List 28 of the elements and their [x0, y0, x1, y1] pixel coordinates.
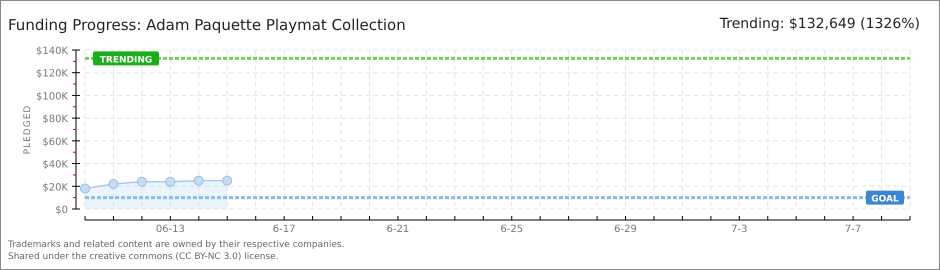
chart-subtitle: Trending: $132,649 (1326%) — [718, 16, 920, 32]
y-tick-label: $20K — [42, 182, 68, 194]
text: Shared under the creative commons (CC BY-NC 3.0) license. — [8, 252, 279, 262]
ref-line-label: GOAL — [871, 194, 900, 205]
ref-line-label: TRENDING — [100, 55, 152, 66]
x-tick-label: 7-3 — [731, 224, 748, 235]
y-tick-label: $80K — [42, 114, 68, 126]
y-tick-label: $40K — [42, 160, 68, 171]
y-axis-title: PLEDGED — [23, 104, 33, 154]
x-tick-label: 6-17 — [272, 224, 296, 235]
y-tick-label: $140K — [36, 46, 68, 57]
y-tick-label: $60K — [42, 136, 68, 148]
point — [108, 179, 118, 190]
text: Trademarks and related content are owned by their respective companies. — [7, 240, 344, 250]
point — [222, 176, 232, 186]
x-tick-label: 6-21 — [386, 224, 410, 235]
point — [136, 176, 147, 187]
x-tick-label: 6-29 — [614, 224, 637, 235]
point — [165, 176, 176, 187]
y-tick-label: $100K — [36, 91, 68, 102]
y-tick-label: $120K — [36, 68, 68, 80]
x-tick-label: 06-13 — [156, 224, 185, 235]
point — [80, 184, 90, 194]
chart-title: Funding Progress: Adam Paquette Playmat Collection — [8, 16, 406, 34]
y-tick-label: $0 — [55, 205, 68, 216]
x-tick-label: 6-25 — [500, 224, 524, 235]
x-tick-label: 7-7 — [844, 224, 862, 235]
point — [194, 176, 204, 186]
